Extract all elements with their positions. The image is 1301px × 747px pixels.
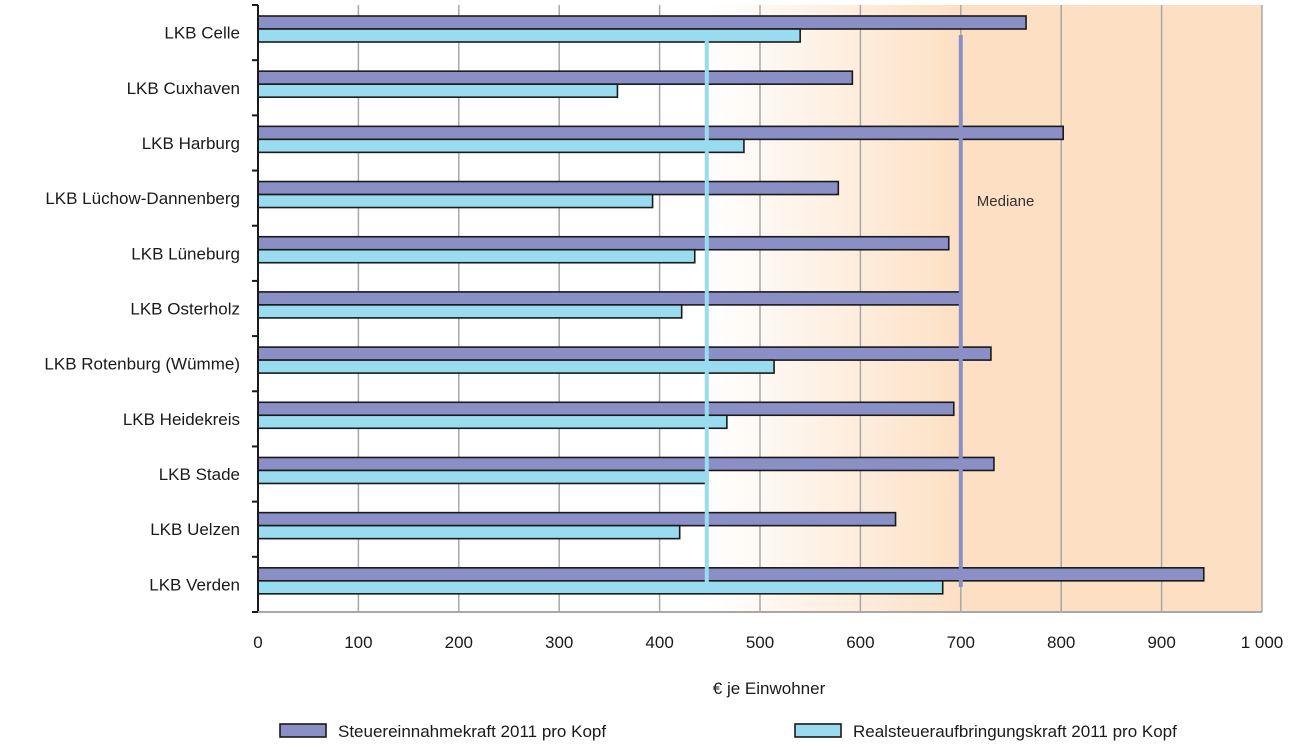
bar-steuereinnahmekraft bbox=[257, 401, 955, 417]
category-label: LKB Verden bbox=[149, 575, 240, 594]
bars bbox=[257, 15, 1205, 595]
bar-realsteueraufbringungskraft bbox=[257, 248, 696, 264]
legend-swatch bbox=[279, 723, 327, 738]
x-tick-label: 200 bbox=[445, 633, 473, 652]
category-label: LKB Rotenburg (Wümme) bbox=[44, 355, 240, 374]
bar-realsteueraufbringungskraft bbox=[257, 524, 681, 540]
x-tick-label: 600 bbox=[846, 633, 874, 652]
x-tick-label: 400 bbox=[645, 633, 673, 652]
bar-realsteueraufbringungskraft bbox=[257, 304, 683, 319]
bar-realsteueraufbringungskraft bbox=[257, 414, 728, 430]
bar-realsteueraufbringungskraft bbox=[257, 83, 619, 98]
category-label: LKB Osterholz bbox=[130, 300, 240, 319]
category-label: LKB Lüneburg bbox=[131, 244, 240, 263]
x-tick-label: 1 000 bbox=[1241, 633, 1284, 652]
bar-steuereinnahmekraft bbox=[257, 180, 840, 196]
legend: Steuereinnahmekraft 2011 pro Kopf Realste… bbox=[279, 722, 1177, 741]
median-label: Mediane bbox=[977, 193, 1035, 210]
category-label: LKB Harburg bbox=[142, 134, 240, 153]
legend-label: Steuereinnahmekraft 2011 pro Kopf bbox=[338, 722, 606, 741]
category-label: LKB Stade bbox=[159, 465, 240, 484]
x-tick-label: 300 bbox=[545, 633, 573, 652]
x-tick-label: 900 bbox=[1147, 633, 1175, 652]
bar-steuereinnahmekraft bbox=[257, 15, 1027, 30]
x-tick-label: 0 bbox=[253, 633, 262, 652]
bar-realsteueraufbringungskraft bbox=[257, 580, 944, 595]
x-tick-label: 700 bbox=[947, 633, 975, 652]
bar-steuereinnahmekraft bbox=[257, 125, 1065, 141]
legend-label: Realsteueraufbringungskraft 2011 pro Kop… bbox=[853, 722, 1177, 741]
x-tick-label: 800 bbox=[1047, 633, 1075, 652]
bar-steuereinnahmekraft bbox=[257, 511, 897, 527]
bar-steuereinnahmekraft bbox=[257, 346, 992, 361]
category-label: LKB Lüchow-Dannenberg bbox=[45, 189, 240, 208]
bar-realsteueraufbringungskraft bbox=[257, 28, 801, 43]
x-tick-label: 100 bbox=[344, 633, 372, 652]
x-tick-labels: 0 100 200 300 400 500 600 700 800 900 1 000 bbox=[253, 633, 1283, 652]
bar-steuereinnahmekraft bbox=[257, 70, 854, 85]
legend-swatch bbox=[794, 723, 842, 738]
x-tick-label: 500 bbox=[746, 633, 774, 652]
bar-steuereinnahmekraft bbox=[257, 235, 950, 251]
axes bbox=[252, 4, 1262, 613]
category-label: LKB Uelzen bbox=[150, 520, 240, 539]
x-axis-title: € je Einwohner bbox=[713, 679, 826, 698]
bar-realsteueraufbringungskraft bbox=[257, 359, 775, 374]
reference-lines: Mediane bbox=[704, 35, 1035, 587]
bar-steuereinnahmekraft bbox=[257, 456, 995, 472]
bar-steuereinnahmekraft bbox=[257, 567, 1205, 582]
bar-realsteueraufbringungskraft bbox=[257, 138, 745, 154]
bar-steuereinnahmekraft bbox=[257, 291, 962, 306]
category-labels: LKB Celle LKB Cuxhaven LKB Harburg LKB Lüch… bbox=[44, 24, 240, 595]
category-label: LKB Cuxhaven bbox=[127, 79, 240, 98]
category-label: LKB Heidekreis bbox=[123, 410, 240, 429]
bar-realsteueraufbringungskraft bbox=[257, 193, 654, 209]
bar-realsteueraufbringungskraft bbox=[257, 469, 709, 485]
category-label: LKB Celle bbox=[164, 24, 240, 43]
